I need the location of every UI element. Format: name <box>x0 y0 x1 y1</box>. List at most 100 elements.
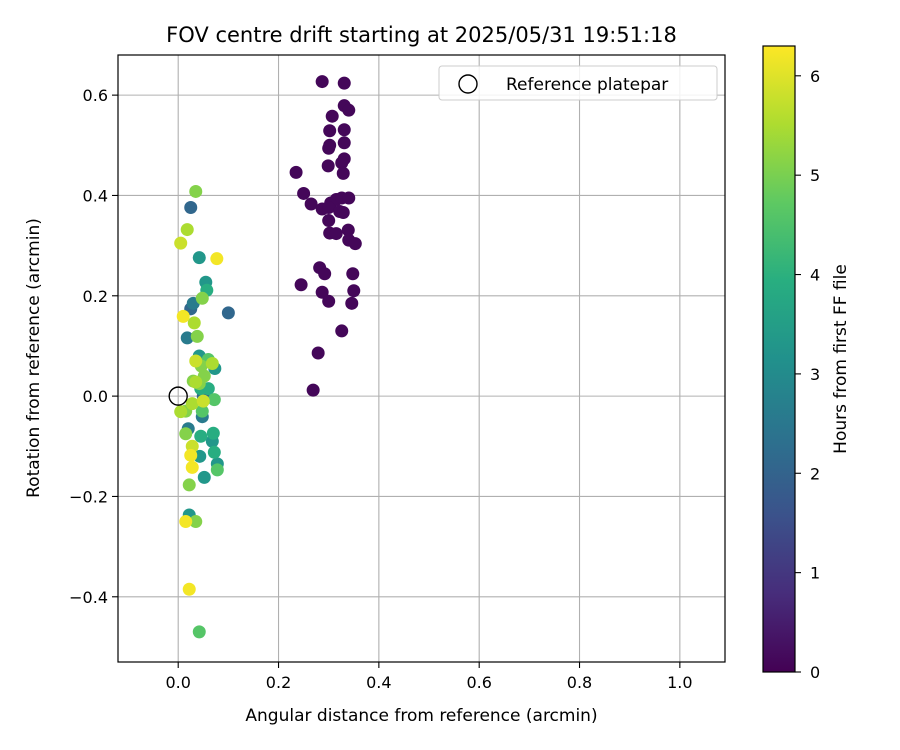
plot-frame <box>117 54 726 663</box>
data-point <box>180 331 194 345</box>
data-point <box>190 329 204 343</box>
data-point <box>315 285 329 299</box>
y-tick-label: 0.6 <box>83 86 108 105</box>
data-point <box>192 625 206 639</box>
x-axis-label: Angular distance from reference (arcmin) <box>245 706 597 726</box>
colorbar-tick-label: 2 <box>810 464 820 483</box>
y-tick-label: 0.2 <box>83 287 108 306</box>
data-point <box>321 159 335 173</box>
data-point <box>311 346 325 360</box>
data-point <box>176 309 190 323</box>
legend-box <box>438 65 718 101</box>
data-point <box>336 206 350 220</box>
data-point <box>323 124 337 138</box>
data-point <box>322 141 336 155</box>
data-point <box>192 251 206 265</box>
data-point <box>221 306 235 320</box>
data-point <box>185 397 199 411</box>
data-point <box>306 383 320 397</box>
data-points <box>174 75 362 639</box>
colorbar-label: Hours from first FF file <box>831 264 851 454</box>
data-point <box>207 445 221 459</box>
data-point <box>322 214 336 228</box>
data-point <box>289 165 303 179</box>
legend-marker-reference <box>458 74 478 94</box>
data-point <box>341 223 355 237</box>
legend-label-reference: Reference platepar <box>506 75 668 95</box>
x-tick-label: 1.0 <box>667 673 692 692</box>
data-point <box>346 267 360 281</box>
data-point <box>195 404 209 418</box>
colorbar <box>762 45 796 673</box>
y-tick-label: −0.2 <box>69 487 108 506</box>
colorbar-tick-label: 3 <box>810 365 820 384</box>
data-point <box>187 316 201 330</box>
grid-lines <box>118 55 725 662</box>
data-point <box>337 123 351 137</box>
data-point <box>206 426 220 440</box>
data-point <box>347 284 361 298</box>
x-axis-ticks: 0.0 0.2 0.4 0.6 0.8 1.0 <box>165 662 693 692</box>
data-point <box>315 75 329 89</box>
x-tick-label: 0.2 <box>266 673 291 692</box>
data-point <box>342 191 356 205</box>
data-point <box>189 375 203 389</box>
data-point <box>189 515 203 529</box>
data-point <box>189 354 203 368</box>
data-point <box>297 186 311 200</box>
data-point <box>174 236 188 250</box>
data-point <box>304 197 318 211</box>
reference-point-marker <box>168 386 188 406</box>
data-point <box>336 166 350 180</box>
data-point <box>182 478 196 492</box>
colorbar-ticks: 0 1 2 3 4 5 6 <box>795 67 820 682</box>
data-point <box>337 136 351 150</box>
colorbar-tick-label: 1 <box>810 564 820 583</box>
y-axis-label: Rotation from reference (arcmin) <box>24 218 44 498</box>
x-tick-label: 0.8 <box>567 673 592 692</box>
x-tick-label: 0.6 <box>466 673 491 692</box>
data-point <box>180 223 194 237</box>
colorbar-tick-label: 4 <box>810 266 820 285</box>
data-point <box>184 201 198 215</box>
data-point <box>205 357 219 371</box>
data-point <box>179 515 193 529</box>
data-point <box>345 296 359 310</box>
data-point <box>195 291 209 305</box>
data-point <box>322 201 336 215</box>
data-point <box>196 394 210 408</box>
data-point <box>322 294 336 308</box>
data-point <box>335 324 349 338</box>
data-point <box>189 184 203 198</box>
colorbar-tick-label: 5 <box>810 166 820 185</box>
data-point <box>210 252 224 266</box>
data-point <box>337 76 351 90</box>
legend: Reference platepar <box>438 65 718 101</box>
chart-title: FOV centre drift starting at 2025/05/31 … <box>166 23 677 47</box>
y-axis-ticks: −0.4 −0.2 0.0 0.2 0.4 0.6 <box>69 86 118 607</box>
data-point <box>325 109 339 123</box>
y-tick-label: 0.4 <box>83 186 108 205</box>
y-tick-label: −0.4 <box>69 588 108 607</box>
data-point <box>179 427 193 441</box>
data-point <box>207 393 221 407</box>
data-point <box>210 463 224 477</box>
y-tick-label: 0.0 <box>83 387 108 406</box>
x-tick-label: 0.4 <box>366 673 391 692</box>
data-point <box>194 429 208 443</box>
data-point <box>342 103 356 117</box>
data-point <box>184 448 198 462</box>
colorbar-tick-label: 0 <box>810 663 820 682</box>
data-point <box>335 156 349 170</box>
data-point <box>182 582 196 596</box>
data-point <box>348 237 362 251</box>
colorbar-tick-label: 6 <box>810 67 820 86</box>
data-point <box>197 470 211 484</box>
data-point <box>174 405 188 419</box>
x-tick-label: 0.0 <box>165 673 190 692</box>
data-point <box>329 227 343 241</box>
data-point <box>318 267 332 281</box>
data-point <box>185 460 199 474</box>
data-point <box>294 278 308 292</box>
